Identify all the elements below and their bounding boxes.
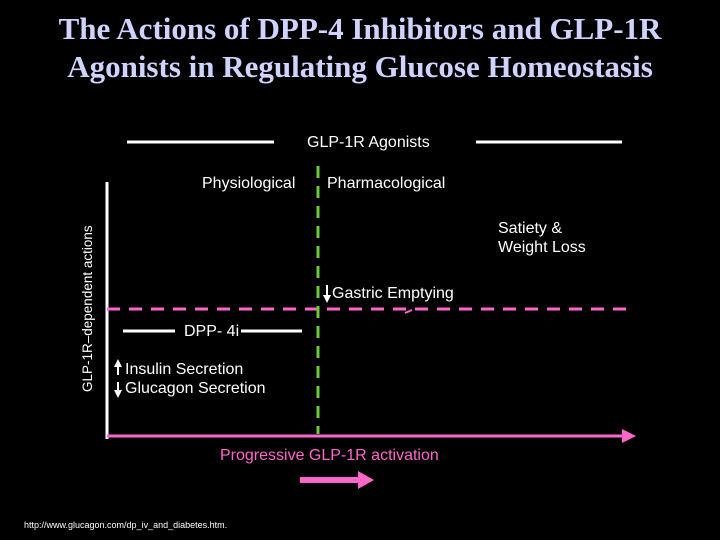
x-axis-label: Progressive GLP-1R activation (220, 447, 439, 464)
dpp4i-label: DPP- 4i (184, 323, 240, 340)
pharmacological-label: Pharmacological (327, 175, 446, 192)
gastric-tick-mark (404, 309, 413, 314)
title-line-2: Agonists in Regulating Glucose Homeostas… (67, 49, 653, 84)
gastric-down-arrowhead (323, 295, 331, 303)
satiety-line-1: Satiety & (498, 220, 563, 237)
progressive-arrowhead (358, 471, 374, 489)
insulin-secretion-label: Insulin Secretion (125, 361, 244, 378)
glucagon-down-arrowhead (114, 390, 122, 398)
agonists-label: GLP-1R Agonists (307, 134, 430, 151)
y-axis-label: GLP-1R–dependent actions (80, 225, 95, 392)
gastric-emptying-label: Gastric Emptying (332, 285, 454, 302)
physiological-label: Physiological (202, 175, 296, 192)
satiety-label: Satiety & Weight Loss (498, 219, 586, 257)
title-line-1: The Actions of DPP-4 Inhibitors and GLP-… (58, 11, 662, 46)
satiety-line-2: Weight Loss (498, 239, 586, 256)
source-url: http://www.glucagon.com/dp_iv_and_diabet… (24, 520, 228, 530)
x-axis-arrowhead (622, 429, 636, 443)
slide-title: The Actions of DPP-4 Inhibitors and GLP-… (0, 10, 720, 86)
insulin-up-arrowhead (114, 359, 122, 367)
glucagon-secretion-label: Glucagon Secretion (125, 380, 266, 397)
